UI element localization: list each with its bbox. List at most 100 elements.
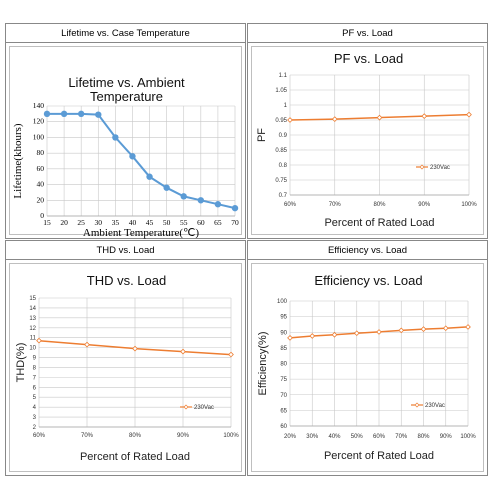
lifetime-y-axis-label: Lifetime(khours) xyxy=(12,123,24,198)
thd-ytick-label: 11 xyxy=(30,336,37,342)
thd-ytick-label: 5 xyxy=(33,395,37,401)
eff-xtick-label: 60% xyxy=(373,434,386,440)
eff-ytick-label: 100 xyxy=(277,299,288,305)
eff-y-axis-label: Efficiency(%) xyxy=(257,332,269,396)
lifetime-ytick-label: 20 xyxy=(37,195,45,204)
thd-xtick-label: 100% xyxy=(223,433,239,439)
pf-xtick-label: 90% xyxy=(418,202,431,208)
pf-ytick-label: 0.9 xyxy=(279,133,288,139)
thd-data-point-2 xyxy=(132,345,138,352)
lifetime-panel-header: Lifetime vs. Case Temperature xyxy=(6,24,245,43)
lifetime-data-point-7 xyxy=(163,184,170,191)
pf-data-point-4 xyxy=(466,111,472,118)
thd-ytick-label: 2 xyxy=(33,425,37,431)
thd-ytick-label: 7 xyxy=(33,375,37,381)
eff-xtick-label: 70% xyxy=(395,434,408,440)
thd-xtick-label: 80% xyxy=(129,433,142,439)
lifetime-ytick-label: 0 xyxy=(40,211,44,220)
eff-xtick-label: 30% xyxy=(306,434,319,440)
lifetime-ytick-label: 60 xyxy=(37,164,45,173)
thd-panel-header: THD vs. Load xyxy=(6,241,245,260)
lifetime-xtick-label: 25 xyxy=(77,218,85,227)
eff-xtick-label: 50% xyxy=(351,434,364,440)
pf-data-point-0 xyxy=(287,117,293,123)
pf-xtick-label: 80% xyxy=(373,202,386,208)
eff-xtick-label: 20% xyxy=(284,434,297,440)
thd-chart: THD vs. Load 2 3 4 5 6 7 8 9 10 11 12 13 14 15 60% 70% 80… xyxy=(15,273,239,463)
lifetime-data-point-9 xyxy=(197,197,205,204)
eff-data-point-1 xyxy=(309,333,316,339)
lifetime-xtick-label: 30 xyxy=(95,218,103,227)
lifetime-data-point-11 xyxy=(231,204,239,212)
lifetime-ytick-label: 40 xyxy=(37,180,45,189)
eff-xtick-label: 80% xyxy=(417,434,430,440)
thd-ytick-label: 6 xyxy=(33,385,37,391)
pf-ytick-label: 1 xyxy=(284,103,288,109)
pf-data-point-1 xyxy=(331,116,338,122)
pf-y-axis-label: PF xyxy=(256,128,268,142)
eff-x-axis-label: Percent of Rated Load xyxy=(324,450,434,462)
eff-data-point-3 xyxy=(353,330,360,337)
lifetime-xtick-label: 65 xyxy=(214,218,222,227)
thd-x-axis-label: Percent of Rated Load xyxy=(80,451,190,463)
eff-xtick-label: 90% xyxy=(440,434,453,440)
thd-ytick-label: 3 xyxy=(33,415,37,421)
pf-data-point-2 xyxy=(376,114,383,121)
pf-ytick-label: 0.75 xyxy=(275,178,287,184)
eff-data-point-2 xyxy=(331,331,338,338)
pf-x-axis-label: Percent of Rated Load xyxy=(324,217,434,229)
thd-ytick-label: 4 xyxy=(33,405,37,411)
lifetime-data-point-5 xyxy=(129,153,136,160)
eff-data-point-4 xyxy=(376,329,382,335)
lifetime-title-line-0: Lifetime vs. Ambient xyxy=(68,75,185,90)
pf-panel: PF vs. Load PF vs. Load 0.7 0.75 0.8 0.85 0.9… xyxy=(247,23,488,239)
eff-data-point-8 xyxy=(465,324,471,330)
thd-ytick-label: 14 xyxy=(29,306,36,312)
thd-panel: THD vs. Load THD vs. Load 2 3 4 5 6 7 8 9 10 11 12 1… xyxy=(5,240,246,476)
eff-data-point-5 xyxy=(398,327,405,334)
thd-data-point-4 xyxy=(228,351,234,358)
pf-xtick-label: 70% xyxy=(329,202,342,208)
lifetime-data-point-0 xyxy=(43,110,51,118)
lifetime-ytick-label: 120 xyxy=(33,117,45,126)
thd-legend-label: 230Vac xyxy=(194,405,214,411)
eff-ytick-label: 90 xyxy=(280,330,287,336)
efficiency-chart: Efficiency vs. Load 60 65 70 75 80 85 90 95 100 20… xyxy=(257,273,476,462)
thd-ytick-label: 9 xyxy=(33,356,37,362)
lifetime-xtick-label: 55 xyxy=(180,218,188,227)
thd-xtick-label: 70% xyxy=(81,433,94,439)
pf-panel-header: PF vs. Load xyxy=(248,24,487,43)
pf-chart: PF vs. Load 0.7 0.75 0.8 0.85 0.9 0.95 1 1.05 1.1… xyxy=(256,51,477,229)
eff-data-point-6 xyxy=(420,326,427,332)
thd-data-point-0 xyxy=(36,337,42,344)
eff-ytick-label: 95 xyxy=(280,315,287,321)
lifetime-data-point-3 xyxy=(95,111,102,118)
eff-ytick-label: 70 xyxy=(280,393,287,399)
pf-ytick-label: 0.95 xyxy=(275,118,287,124)
eff-legend-marker xyxy=(414,402,420,408)
lifetime-xtick-label: 70 xyxy=(231,218,239,227)
lifetime-xtick-label: 60 xyxy=(197,218,205,227)
pf-legend-label: 230Vac xyxy=(430,165,450,171)
lifetime-data-point-8 xyxy=(180,193,187,200)
lifetime-panel: Lifetime vs. Case Temperature Lifetime v… xyxy=(5,23,246,239)
lifetime-ytick-label: 140 xyxy=(33,101,45,110)
lifetime-ytick-label: 100 xyxy=(33,132,45,141)
thd-title-line-0: THD vs. Load xyxy=(87,273,166,288)
pf-ytick-label: 0.85 xyxy=(275,148,287,154)
lifetime-ytick-label: 80 xyxy=(37,148,45,157)
pf-ytick-label: 1.05 xyxy=(275,88,287,94)
pf-data-point-3 xyxy=(421,113,428,119)
pf-legend-marker xyxy=(419,164,425,170)
lifetime-x-axis-label: Ambient Temperature(℃) xyxy=(83,227,199,239)
eff-data-point-0 xyxy=(287,335,293,341)
lifetime-data-point-2 xyxy=(77,110,85,118)
lifetime-xtick-label: 45 xyxy=(146,218,154,227)
thd-legend-marker xyxy=(183,404,189,410)
thd-xtick-label: 60% xyxy=(33,433,46,439)
eff-xtick-label: 100% xyxy=(460,434,476,440)
lifetime-xtick-label: 20 xyxy=(60,218,68,227)
eff-ytick-label: 75 xyxy=(280,377,287,383)
thd-ytick-label: 13 xyxy=(29,316,36,322)
